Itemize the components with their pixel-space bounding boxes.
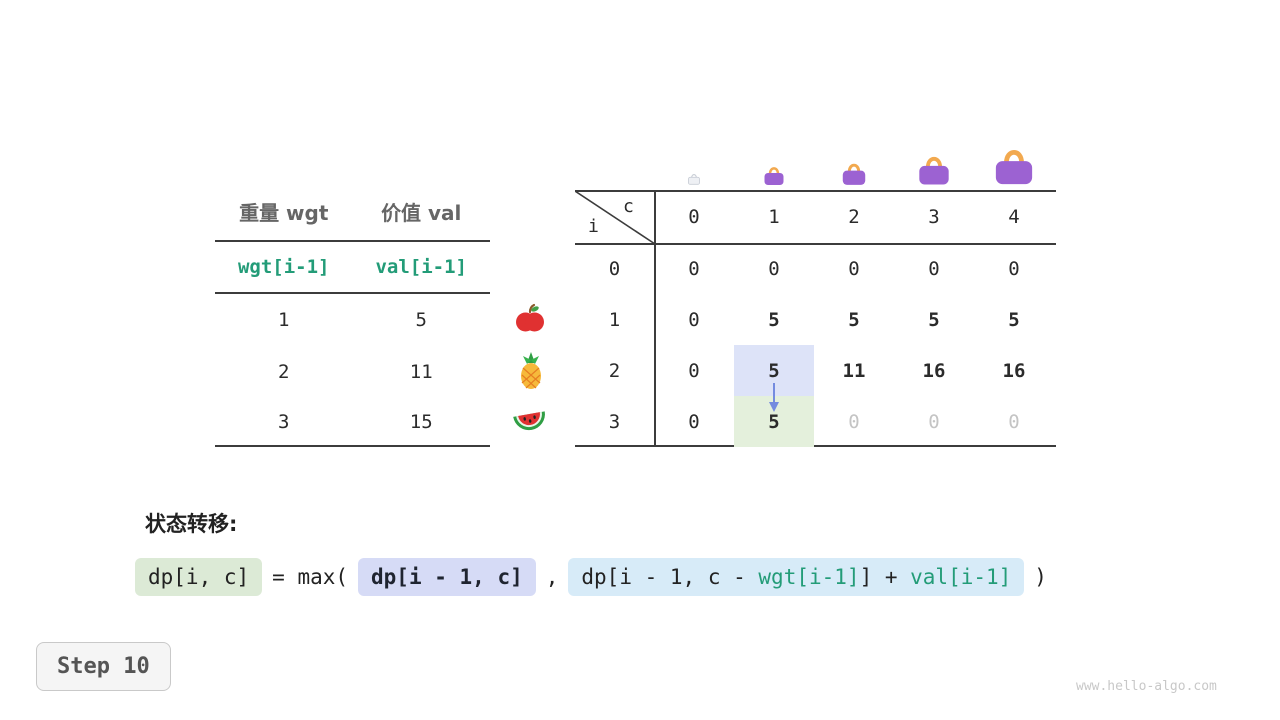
item-table-var-row: wgt[i-1] val[i-1] — [215, 242, 490, 292]
val-var-label: val[i-1] — [375, 256, 467, 278]
dp-cell: 0 — [1008, 410, 1020, 433]
dp-cell: 0 — [688, 359, 700, 382]
item-weight: 1 — [278, 309, 290, 331]
dp-cell: 16 — [1002, 359, 1026, 382]
watermelon-icon — [511, 408, 549, 436]
state-transition-label: 状态转移: — [145, 512, 238, 536]
pineapple-icon — [516, 352, 546, 390]
row-header: 1 — [608, 308, 621, 331]
item-table: 重量 wgt 价值 val wgt[i-1] val[i-1] 1 5 2 11… — [215, 190, 490, 448]
formula-term2-val: val[i-1] — [910, 565, 1012, 589]
apple-icon — [514, 303, 546, 335]
dp-column-headers: 0 1 2 3 4 — [654, 190, 1054, 243]
item-table-header-row: 重量 wgt 价值 val — [215, 190, 490, 232]
watermark: www.hello-algo.com — [1076, 679, 1217, 694]
dp-cell: 0 — [688, 410, 700, 433]
wgt-var-label: wgt[i-1] — [237, 256, 330, 278]
column-var-label: c — [623, 196, 634, 217]
item-value: 5 — [415, 309, 427, 331]
item-value: 11 — [409, 360, 433, 383]
bag-xlarge-icon — [990, 144, 1038, 186]
formula-term2-wgt: wgt[i-1] — [758, 565, 860, 589]
row-header: 3 — [608, 410, 621, 433]
dp-table: c i 0 1 2 3 4 0 0 0 0 0 0 1 0 5 5 5 5 2 — [575, 190, 1056, 448]
divider — [654, 190, 656, 447]
row-header: 0 — [608, 257, 621, 280]
col-header: 2 — [848, 205, 860, 228]
item-row-2: 2 11 — [215, 346, 490, 397]
dp-cell: 5 — [928, 308, 940, 331]
formula-equals: = max( — [272, 565, 349, 589]
dp-cell: 0 — [928, 257, 940, 280]
dp-cell: 11 — [842, 359, 866, 382]
transition-arrow-icon — [769, 383, 779, 412]
divider — [215, 292, 490, 294]
dp-row-2: 2 0 5 11 16 16 — [575, 345, 1054, 396]
divider — [575, 190, 1056, 192]
bag-large-icon — [915, 152, 953, 186]
formula-term2-chip: dp[i - 1, c - wgt[i-1]] + val[i-1] — [568, 558, 1025, 596]
formula-closing: ) — [1034, 565, 1047, 589]
corner-diagonal — [575, 190, 656, 245]
item-weight: 2 — [278, 360, 290, 383]
dp-cell: 5 — [1008, 308, 1020, 331]
formula-separator: , — [545, 565, 559, 589]
divider — [215, 445, 490, 447]
row-var-label: i — [588, 216, 599, 237]
formula-lhs-chip: dp[i, c] — [135, 558, 263, 596]
dp-row-3: 3 0 5 0 0 0 — [575, 396, 1054, 447]
dp-cell: 0 — [688, 257, 700, 280]
value-header: 价值 val — [381, 200, 462, 225]
dp-cell: 0 — [848, 410, 860, 433]
bag-medium-icon — [839, 160, 869, 186]
item-value: 15 — [409, 411, 433, 433]
divider — [575, 243, 1056, 245]
formula-term2-mid: ] + — [859, 565, 911, 589]
item-weight: 3 — [278, 411, 290, 433]
dp-cell: 0 — [928, 410, 940, 433]
formula-term2-prefix: dp[i - 1, c - — [581, 565, 759, 589]
dp-cell: 5 — [848, 308, 860, 331]
state-transition-formula: dp[i, c] = max( dp[i - 1, c] , dp[i - 1,… — [135, 558, 1047, 596]
col-header: 0 — [688, 205, 700, 228]
bag-ghost-icon — [687, 172, 701, 185]
dp-cell: 5 — [768, 308, 780, 331]
bag-small-icon — [762, 164, 786, 186]
row-header: 2 — [608, 359, 621, 382]
dp-row-1: 1 0 5 5 5 5 — [575, 294, 1054, 345]
col-header: 4 — [1008, 205, 1020, 228]
dp-row-0: 0 0 0 0 0 0 — [575, 243, 1054, 294]
dp-cell: 0 — [1008, 257, 1020, 280]
col-header: 3 — [928, 205, 940, 228]
item-row-3: 3 15 — [215, 397, 490, 447]
step-badge: Step 10 — [36, 642, 171, 691]
dp-cell: 0 — [848, 257, 860, 280]
dp-cell: 16 — [922, 359, 946, 382]
dp-cell: 0 — [688, 308, 700, 331]
item-row-1: 1 5 — [215, 294, 490, 346]
formula-term1-chip: dp[i - 1, c] — [358, 558, 536, 596]
divider — [215, 240, 490, 242]
weight-header: 重量 wgt — [239, 200, 329, 225]
dp-cell: 0 — [768, 257, 780, 280]
divider — [575, 445, 1056, 447]
col-header: 1 — [768, 205, 780, 228]
